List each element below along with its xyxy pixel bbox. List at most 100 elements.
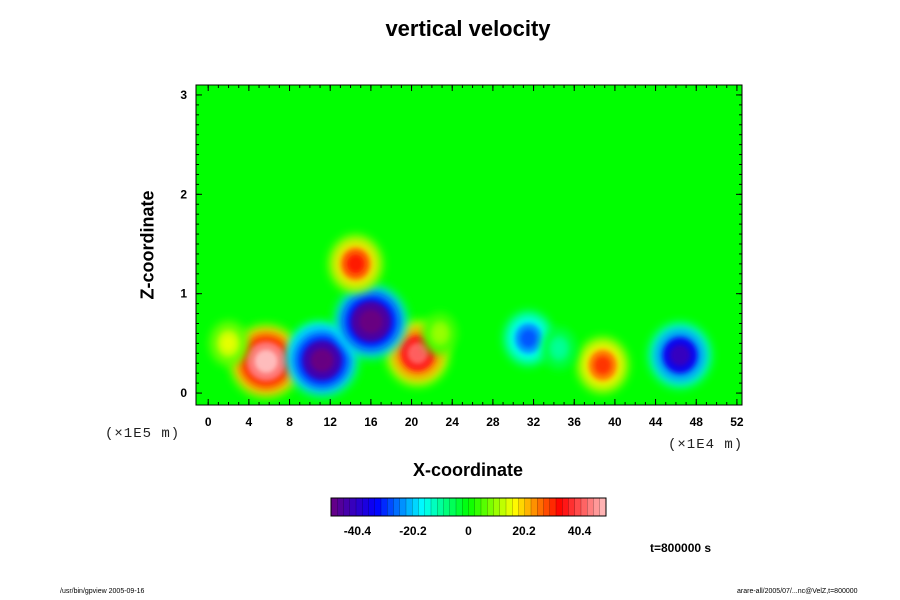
feature-layer bbox=[346, 254, 365, 274]
feature-blob bbox=[329, 235, 383, 293]
colorbar-cell bbox=[468, 498, 476, 516]
colorbar-cell bbox=[406, 498, 413, 516]
x-tick-label: 48 bbox=[690, 415, 704, 429]
colorbar-tick-label: 0 bbox=[465, 524, 472, 538]
colorbar-cell bbox=[418, 498, 426, 516]
colorbar-cell bbox=[343, 498, 351, 516]
colorbar-cell bbox=[574, 498, 582, 516]
colorbar-cell bbox=[487, 498, 494, 516]
colorbar-cell bbox=[424, 498, 432, 516]
colorbar-cell bbox=[506, 498, 513, 516]
x-tick-label: 0 bbox=[205, 415, 212, 429]
colorbar-cell bbox=[549, 498, 557, 516]
feature-blob bbox=[230, 325, 302, 397]
x-tick-label: 44 bbox=[649, 415, 663, 429]
heatmap-field bbox=[196, 85, 742, 405]
x-axis-label: X-coordinate bbox=[412, 460, 523, 480]
x-tick-label: 52 bbox=[730, 415, 744, 429]
colorbar-cell bbox=[593, 498, 601, 516]
feature-layer bbox=[594, 356, 612, 375]
x-tick-label: 32 bbox=[527, 415, 541, 429]
z-tick-label: 0 bbox=[180, 386, 187, 400]
z-tick-label: 1 bbox=[180, 287, 187, 301]
feature-blob bbox=[423, 312, 457, 355]
colorbar-cell bbox=[581, 498, 588, 516]
colorbar-cell bbox=[437, 498, 444, 516]
footer-left: /usr/bin/gpview 2005-09-16 bbox=[60, 588, 145, 595]
colorbar-frame bbox=[330, 497, 607, 517]
colorbar-cell bbox=[412, 498, 419, 516]
colorbar: -40.4 -20.2 0 20.2 40.4 bbox=[330, 497, 607, 538]
z-scale-note: (×1E5 m) bbox=[105, 426, 181, 442]
feature-layer bbox=[520, 329, 537, 348]
colorbar-cell bbox=[387, 498, 394, 516]
x-tick-label: 20 bbox=[405, 415, 419, 429]
colorbar-tick-label: 40.4 bbox=[568, 524, 592, 538]
colorbar-cell bbox=[331, 498, 338, 516]
colorbar-cell bbox=[537, 498, 544, 516]
colorbar-cell bbox=[449, 498, 457, 516]
colorbar-cell bbox=[518, 498, 526, 516]
colorbar-cell bbox=[562, 498, 569, 516]
x-tick-label: 8 bbox=[286, 415, 293, 429]
x-tick-label: 36 bbox=[568, 415, 582, 429]
feature-blob bbox=[542, 327, 576, 370]
colorbar-cell bbox=[368, 498, 376, 516]
feature-layer bbox=[310, 348, 334, 372]
colorbar-cell bbox=[362, 498, 369, 516]
colorbar-cell bbox=[587, 498, 594, 516]
feature-blob bbox=[503, 311, 554, 366]
z-tick-label: 2 bbox=[180, 187, 187, 201]
colorbar-cell bbox=[524, 498, 532, 516]
x-tick-label: 16 bbox=[364, 415, 378, 429]
colorbar-cell bbox=[462, 498, 469, 516]
colorbar-cell bbox=[474, 498, 482, 516]
colorbar-cell bbox=[381, 498, 388, 516]
x-tick-label: 28 bbox=[486, 415, 500, 429]
chart-title: vertical velocity bbox=[385, 16, 551, 41]
time-label: t=800000 s bbox=[650, 541, 712, 555]
feature-blob bbox=[577, 337, 629, 394]
colorbar-cell bbox=[493, 498, 501, 516]
colorbar-cell bbox=[599, 498, 607, 516]
colorbar-cell bbox=[531, 498, 538, 516]
plot-frame bbox=[195, 84, 743, 406]
colorbar-cell bbox=[337, 498, 344, 516]
colorbar-cell bbox=[568, 498, 576, 516]
colorbar-tick-label: -20.2 bbox=[399, 524, 427, 538]
x-tick-label: 40 bbox=[608, 415, 622, 429]
feature-blob bbox=[649, 323, 711, 388]
feature-layer bbox=[553, 341, 565, 356]
colorbar-cell bbox=[456, 498, 463, 516]
colorbar-cell bbox=[393, 498, 401, 516]
feature-layer bbox=[434, 326, 446, 341]
colorbar-cell bbox=[399, 498, 407, 516]
footer-right: arare-all/2005/07/...nc@VelZ,t=800000 bbox=[737, 588, 858, 595]
feature-layer bbox=[669, 344, 691, 366]
colorbar-cell bbox=[556, 498, 563, 516]
feature-layer bbox=[407, 342, 428, 364]
colorbar-cell bbox=[543, 498, 551, 516]
feature-blob bbox=[334, 285, 408, 358]
feature-layer bbox=[359, 309, 383, 334]
colorbar-cell bbox=[374, 498, 382, 516]
colorbar-cell bbox=[499, 498, 507, 516]
z-tick-label: 3 bbox=[180, 88, 187, 102]
feature-layer bbox=[254, 349, 278, 373]
colorbar-tick-label: 20.2 bbox=[512, 524, 536, 538]
feature-blob bbox=[209, 320, 248, 367]
feature-layer bbox=[222, 335, 235, 351]
feature-blob bbox=[286, 324, 358, 396]
colorbar-cell bbox=[443, 498, 451, 516]
x-tick-label: 24 bbox=[446, 415, 460, 429]
x-tick-label: 12 bbox=[324, 415, 338, 429]
colorbar-tick-label: -40.4 bbox=[344, 524, 372, 538]
x-tick-label: 4 bbox=[246, 415, 253, 429]
colorbar-cell bbox=[481, 498, 488, 516]
x-scale-note: (×1E4 m) bbox=[668, 437, 744, 453]
colorbar-cell bbox=[356, 498, 363, 516]
colorbar-cell bbox=[512, 498, 519, 516]
colorbar-cell bbox=[349, 498, 357, 516]
